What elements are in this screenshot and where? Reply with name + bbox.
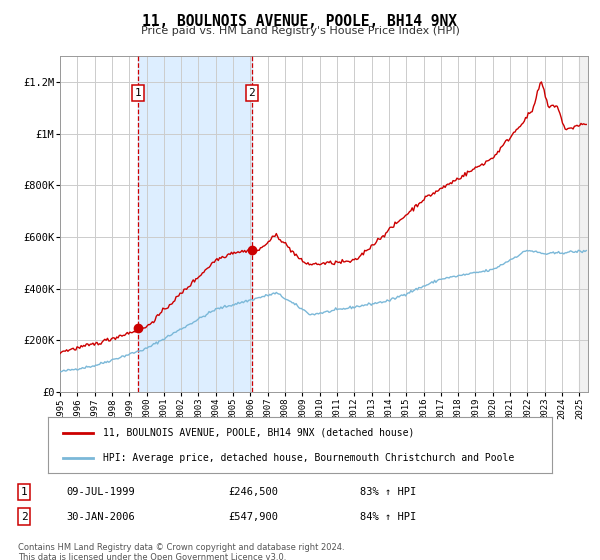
Text: 2: 2 <box>20 512 28 521</box>
Text: 11, BOULNOIS AVENUE, POOLE, BH14 9NX: 11, BOULNOIS AVENUE, POOLE, BH14 9NX <box>143 14 458 29</box>
Text: 11, BOULNOIS AVENUE, POOLE, BH14 9NX (detached house): 11, BOULNOIS AVENUE, POOLE, BH14 9NX (de… <box>103 428 415 438</box>
Text: Price paid vs. HM Land Registry's House Price Index (HPI): Price paid vs. HM Land Registry's House … <box>140 26 460 36</box>
Text: 1: 1 <box>20 487 28 497</box>
Text: £246,500: £246,500 <box>228 487 278 497</box>
Text: 83% ↑ HPI: 83% ↑ HPI <box>360 487 416 497</box>
Text: £547,900: £547,900 <box>228 512 278 521</box>
Text: 84% ↑ HPI: 84% ↑ HPI <box>360 512 416 521</box>
Text: 2: 2 <box>248 88 255 98</box>
Bar <box>138 56 252 392</box>
Text: Contains HM Land Registry data © Crown copyright and database right 2024.
This d: Contains HM Land Registry data © Crown c… <box>18 543 344 560</box>
Text: 30-JAN-2006: 30-JAN-2006 <box>66 512 135 521</box>
Bar <box>580 56 588 392</box>
Text: 09-JUL-1999: 09-JUL-1999 <box>66 487 135 497</box>
Text: 1: 1 <box>135 88 142 98</box>
Text: HPI: Average price, detached house, Bournemouth Christchurch and Poole: HPI: Average price, detached house, Bour… <box>103 452 515 463</box>
